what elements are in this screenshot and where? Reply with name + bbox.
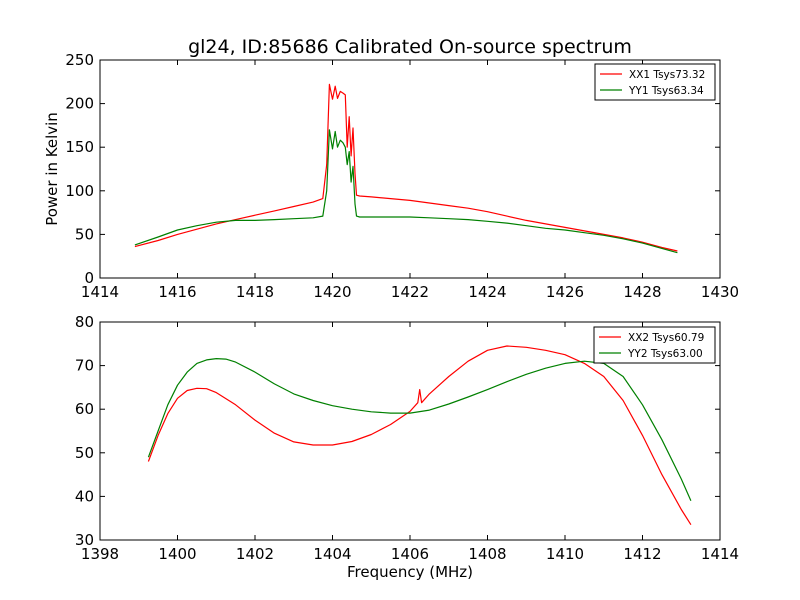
top-ytick-label-4: 200 (65, 95, 94, 113)
bottom-xtick-label-2: 1402 (236, 545, 274, 563)
top-chart-title: gl24, ID:85686 Calibrated On-source spec… (188, 36, 632, 58)
legend-label-xx1: XX1 Tsys73.32 (629, 69, 705, 81)
top-xtick-label-0: 1414 (81, 283, 119, 301)
top-chart-legend-box (594, 63, 716, 101)
bottom-xtick-label-1: 1400 (158, 545, 196, 563)
bottom-xtick-label-3: 1404 (313, 545, 351, 563)
bottom-xtick-label-0: 1398 (81, 545, 119, 563)
top-xtick-label-8: 1430 (701, 283, 739, 301)
bottom-chart-legend-box (593, 326, 716, 364)
bottom-ytick-label-3: 60 (75, 400, 94, 418)
bottom-chart-xlabel: Frequency (MHz) (347, 563, 473, 581)
bottom-xtick-label-8: 1414 (701, 545, 739, 563)
top-ytick-label-5: 250 (65, 51, 94, 69)
legend-label-yy1: YY1 Tsys63.34 (628, 85, 704, 97)
bottom-ytick-label-0: 30 (75, 531, 94, 549)
bottom-ytick-label-2: 50 (75, 444, 94, 462)
top-chart-ticks: 1414 1416 1418 1420 1422 1424 1426 1428 1430 0 50 1… (65, 51, 739, 301)
bottom-series-line-0 (147, 345, 692, 526)
top-chart-legend: XX1 Tsys73.32 YY1 Tsys63.34 (594, 63, 716, 101)
top-xtick-label-6: 1426 (546, 283, 584, 301)
bottom-xtick-label-5: 1408 (468, 545, 506, 563)
bottom-chart-ticks: 1398 1400 1402 1404 1406 1408 1410 1412 1414 30 40… (75, 313, 739, 563)
top-series-line-0 (134, 83, 678, 252)
bottom-xtick-label-7: 1412 (623, 545, 661, 563)
top-xtick-label-5: 1424 (468, 283, 506, 301)
top-ytick-label-2: 100 (65, 182, 94, 200)
bottom-xtick-label-6: 1410 (546, 545, 584, 563)
top-ytick-label-3: 150 (65, 138, 94, 156)
bottom-chart-legend: XX2 Tsys60.79 YY2 Tsys63.00 (593, 326, 716, 364)
top-ytick-label-0: 0 (84, 269, 94, 287)
top-xtick-label-2: 1418 (236, 283, 274, 301)
top-xtick-label-3: 1420 (313, 283, 351, 301)
bottom-ytick-label-5: 80 (75, 313, 94, 331)
top-chart-series (134, 83, 678, 254)
top-xtick-label-4: 1422 (391, 283, 429, 301)
top-series-line-1 (134, 129, 678, 254)
bottom-chart: 1398 1400 1402 1404 1406 1408 1410 1412 1414 30 40… (75, 313, 739, 581)
top-ytick-label-1: 50 (75, 225, 94, 243)
bottom-xtick-label-4: 1406 (391, 545, 429, 563)
legend-label-yy2: YY2 Tsys63.00 (627, 348, 703, 360)
top-xtick-label-7: 1428 (623, 283, 661, 301)
bottom-ytick-label-4: 70 (75, 357, 94, 375)
top-chart-ylabel: Power in Kelvin (43, 112, 61, 226)
top-chart: gl24, ID:85686 Calibrated On-source spec… (43, 36, 739, 301)
bottom-ytick-label-1: 40 (75, 487, 94, 505)
legend-label-xx2: XX2 Tsys60.79 (628, 332, 704, 344)
top-xtick-label-1: 1416 (158, 283, 196, 301)
